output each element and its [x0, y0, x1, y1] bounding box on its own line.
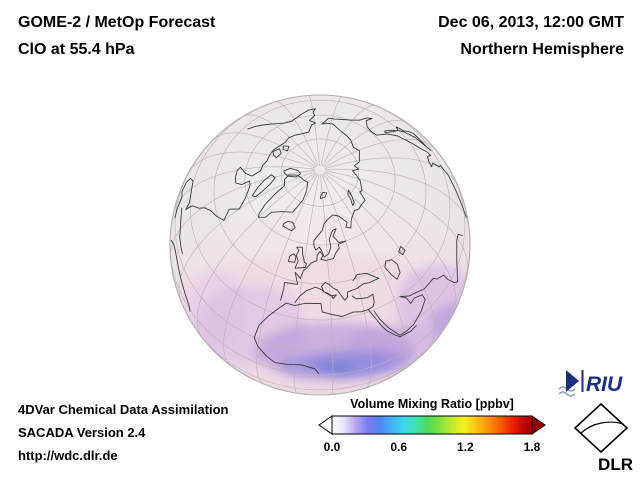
graticule-meridian — [323, 172, 436, 350]
product-title: GOME-2 / MetOp Forecast — [18, 14, 216, 31]
graticule-meridian — [189, 151, 316, 172]
graticule-meridian — [323, 120, 408, 167]
graticule-meridian — [322, 173, 407, 373]
coastline — [347, 189, 355, 206]
coastline — [321, 117, 467, 218]
coastlines — [170, 108, 467, 375]
coastline — [399, 233, 463, 298]
riu-triangle-icon — [566, 370, 579, 392]
dlr-swoosh-icon — [580, 421, 624, 434]
colorbar-scale: 0.0 0.6 1.2 1.8 — [318, 415, 546, 454]
coastline — [280, 251, 324, 301]
coastline — [170, 239, 191, 312]
dlr-logo-text: DLR — [598, 455, 633, 472]
graticule — [170, 95, 470, 395]
assimilation-label: 4DVar Chemical Data Assimilation — [18, 402, 229, 417]
graticule-meridian — [256, 174, 319, 384]
coastline — [313, 210, 356, 261]
coastline — [373, 294, 426, 336]
graticule-meridian — [325, 170, 469, 275]
graticule-meridian — [223, 173, 317, 367]
dlr-logo: DLR — [570, 400, 636, 477]
riu-wave-icon — [558, 391, 576, 397]
coastline — [179, 207, 183, 254]
coastline — [258, 174, 309, 218]
coastline — [253, 302, 320, 375]
species-level-label: ClO at 55.4 hPa — [18, 41, 135, 58]
clo-patch — [430, 304, 470, 340]
riu-bar-icon — [581, 370, 584, 392]
header-right: Dec 06, 2013, 12:00 GMT Northern Hemisph… — [438, 9, 624, 63]
colorbar-tick-2: 1.2 — [457, 440, 474, 454]
region-label: Northern Hemisphere — [460, 41, 624, 58]
coastline — [251, 174, 276, 198]
colorbar-title: Volume Mixing Ratio [ppbv] — [350, 397, 514, 411]
coastline — [384, 259, 401, 280]
coastline — [367, 309, 417, 338]
graticule-meridian — [178, 171, 316, 303]
coastline — [384, 129, 398, 134]
coastline — [321, 122, 366, 212]
coastline — [294, 246, 307, 269]
graticule-meridian — [324, 171, 457, 314]
coastline — [320, 191, 328, 200]
coastline — [294, 277, 380, 303]
graticule-parallel — [193, 323, 449, 391]
colorbar-gradient-bar — [331, 415, 533, 435]
globe-horizon — [169, 94, 471, 396]
graticule-meridian — [321, 105, 377, 167]
coastline — [398, 245, 406, 256]
graticule-meridian — [293, 174, 320, 394]
coastline — [174, 108, 317, 221]
coastline — [352, 272, 380, 282]
coastline — [395, 126, 432, 151]
graticule-parallel — [170, 247, 470, 376]
colorbar: Volume Mixing Ratio [ppbv] 0.0 0.6 1.2 1… — [318, 397, 546, 464]
colorbar-overflow-arrow — [531, 415, 546, 435]
coastline — [285, 302, 369, 317]
coastline — [282, 145, 290, 152]
graticule-meridian — [213, 132, 317, 168]
dlr-diamond-icon — [573, 402, 629, 454]
version-label: SACADA Version 2.4 — [18, 425, 146, 440]
wdc-url-label: http://wdc.dlr.de — [18, 448, 118, 463]
graticule-meridian — [308, 95, 320, 166]
coastline — [272, 148, 282, 159]
graticule-meridian — [324, 138, 437, 168]
datetime-label: Dec 06, 2013, 12:00 GMT — [438, 14, 624, 31]
riu-logo: RIU — [558, 368, 634, 403]
clo-patch — [322, 362, 354, 376]
riu-logo-text: RIU — [586, 373, 623, 396]
colorbar-tick-0: 0.0 — [324, 440, 341, 454]
header-left: GOME-2 / MetOp Forecast ClO at 55.4 hPa — [18, 9, 215, 63]
colorbar-tick-1: 0.6 — [390, 440, 407, 454]
coastline — [283, 167, 302, 178]
coastline — [351, 293, 375, 311]
graticule-meridian — [196, 172, 316, 339]
graticule-meridian — [324, 157, 458, 185]
graticule-meridian — [275, 101, 319, 166]
graticule-meridian — [243, 114, 318, 167]
colorbar-underflow-arrow — [318, 415, 333, 435]
graticule-parallel — [174, 170, 466, 352]
graticule-meridian — [170, 170, 315, 259]
coastline — [287, 253, 297, 263]
coastline — [282, 220, 296, 232]
graticule-meridian — [325, 168, 470, 229]
graticule-meridian — [320, 96, 343, 166]
footer-left: 4DVar Chemical Data Assimilation SACADA … — [18, 398, 229, 467]
colorbar-tick-3: 1.8 — [524, 440, 541, 454]
